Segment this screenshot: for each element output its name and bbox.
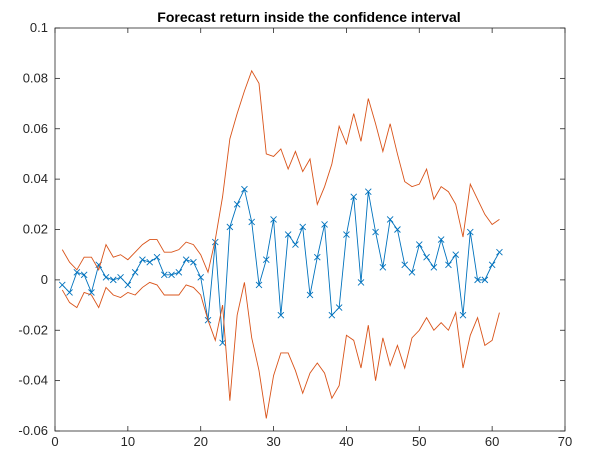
forecast-point — [153, 253, 161, 261]
forecast-point — [321, 221, 328, 228]
forecast-point — [109, 276, 117, 284]
y-tick-label: 0 — [41, 272, 48, 287]
y-tick-label: -0.04 — [18, 373, 48, 388]
forecast-point — [466, 228, 474, 236]
forecast-point — [372, 228, 379, 236]
upper-bound-line — [61, 69, 500, 274]
forecast-point — [328, 311, 336, 319]
forecast-point — [474, 276, 481, 284]
x-tick-label: 30 — [266, 434, 280, 449]
forecast-point — [66, 289, 73, 296]
forecast-point — [306, 291, 314, 299]
y-tick-label: 0.08 — [23, 70, 48, 85]
forecast-point — [408, 269, 416, 276]
forecast-point — [299, 223, 307, 231]
forecast-point — [168, 271, 175, 279]
forecast-point — [357, 279, 365, 286]
y-tick-label: 0.06 — [23, 121, 48, 136]
x-tick-label: 70 — [558, 434, 572, 449]
forecast-point — [160, 271, 168, 279]
chart-title: Forecast return inside the confidence in… — [157, 9, 460, 25]
x-tick-label: 50 — [412, 434, 426, 449]
forecast-point — [197, 274, 205, 281]
forecast-point — [401, 261, 409, 269]
forecast-point — [73, 269, 81, 276]
forecast-point — [255, 281, 263, 289]
forecast-point — [131, 269, 139, 276]
forecast-point — [415, 241, 423, 248]
forecast-point — [182, 256, 190, 264]
y-tick-label: 0.04 — [23, 171, 48, 186]
forecast-point — [262, 256, 270, 264]
forecast-point — [452, 251, 460, 259]
x-tick-label: 20 — [193, 434, 207, 449]
forecast-point — [343, 231, 350, 238]
y-tick-label: 0.02 — [23, 222, 48, 237]
forecast-point — [379, 263, 387, 271]
forecast-point — [248, 218, 256, 226]
forecast-point — [277, 311, 285, 319]
x-tick-label: 10 — [121, 434, 135, 449]
forecast-point — [481, 276, 489, 284]
forecast-point — [437, 236, 445, 243]
forecast-point — [335, 304, 343, 311]
forecast-point — [175, 269, 183, 276]
x-tick-label: 0 — [51, 434, 58, 449]
forecast-point — [459, 311, 467, 319]
forecast-point — [270, 216, 277, 223]
forecast-point — [445, 261, 452, 269]
forecast-point — [350, 193, 358, 201]
forecast-point — [117, 274, 124, 281]
y-tick-label: -0.02 — [18, 322, 48, 337]
forecast-point — [313, 253, 321, 261]
forecast-point — [292, 241, 299, 248]
forecast-point — [80, 271, 88, 279]
forecast-point — [211, 238, 219, 246]
forecast-point — [219, 339, 226, 347]
forecast-point — [146, 258, 154, 266]
forecast-point — [102, 274, 110, 281]
lower-bound-line — [61, 281, 500, 419]
forecast-point — [423, 253, 430, 261]
forecast-point — [58, 281, 66, 289]
forecast-point — [241, 185, 248, 193]
forecast-point — [233, 200, 241, 208]
forecast-point — [364, 188, 372, 196]
forecast-point — [190, 258, 197, 266]
forecast-point — [496, 248, 503, 256]
x-tick-label: 60 — [485, 434, 499, 449]
x-tick-label: 40 — [339, 434, 353, 449]
forecast-line — [61, 187, 500, 343]
forecast-point — [488, 261, 496, 269]
forecast-point — [284, 231, 292, 238]
forecast-point — [394, 226, 401, 233]
forecast-point — [226, 223, 234, 231]
y-tick-label: -0.06 — [18, 423, 48, 438]
forecast-point — [139, 256, 146, 264]
forecast-point — [430, 263, 438, 271]
forecast-point — [124, 281, 132, 289]
y-tick-label: 0.1 — [30, 20, 48, 35]
plot-frame — [54, 27, 566, 432]
forecast-point — [386, 216, 394, 223]
